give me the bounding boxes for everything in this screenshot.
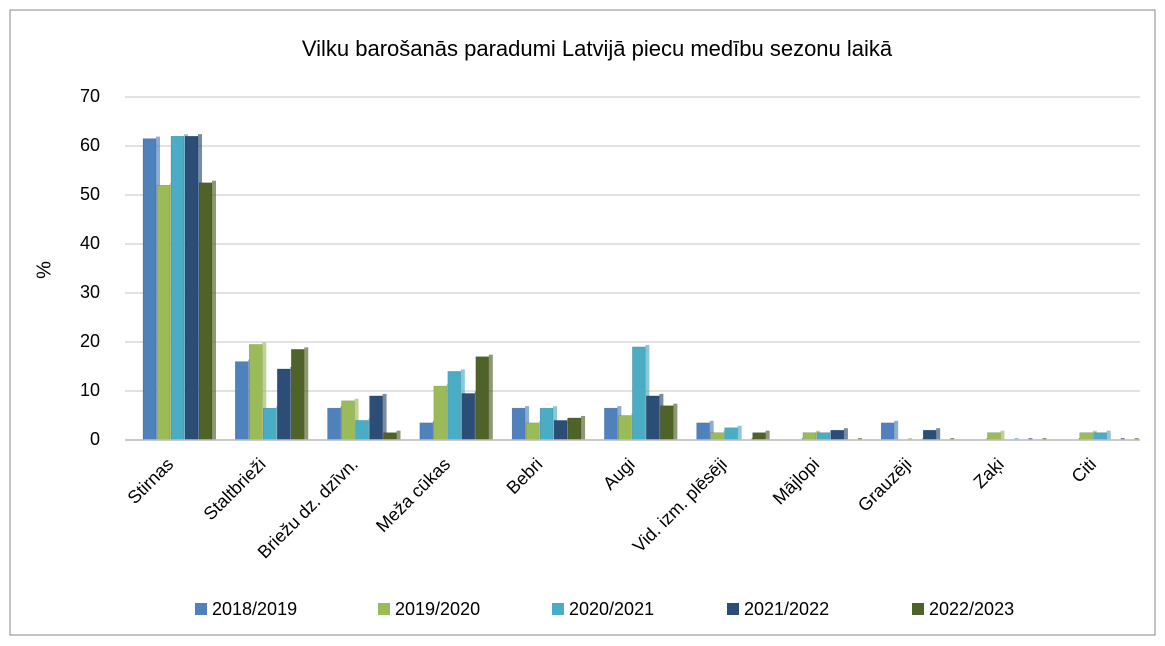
legend-swatch	[195, 603, 207, 615]
bar	[156, 184, 171, 441]
bar	[383, 432, 397, 441]
y-tick-label: 20	[80, 331, 100, 351]
y-axis-label: %	[33, 261, 55, 279]
bar	[341, 400, 355, 441]
bar	[355, 420, 369, 441]
bar-side	[843, 428, 848, 440]
y-tick-label: 60	[80, 135, 100, 155]
bar	[327, 407, 341, 441]
legend-swatch	[378, 603, 390, 615]
y-tick-label: 70	[80, 86, 100, 106]
bar	[1093, 432, 1107, 441]
y-tick-label: 0	[90, 429, 100, 449]
bar-side	[1042, 438, 1047, 440]
legend-swatch	[552, 603, 564, 615]
bar-side	[1134, 438, 1139, 440]
bar	[291, 349, 305, 441]
bar	[277, 368, 291, 441]
bar-side	[304, 347, 309, 440]
bar	[724, 427, 738, 441]
bar	[922, 429, 937, 441]
bar-side	[673, 403, 678, 440]
bar	[525, 422, 540, 441]
y-tick-label: 40	[80, 233, 100, 253]
bar-side	[396, 430, 401, 440]
chart-title: Vilku barošanās paradumi Latvijā piecu m…	[302, 36, 893, 61]
bar	[660, 405, 674, 441]
bar-side	[857, 438, 862, 440]
bar	[696, 422, 710, 441]
legend-label: 2020/2021	[569, 599, 654, 619]
bar	[170, 135, 185, 441]
bar-side	[488, 354, 493, 440]
bar	[1079, 432, 1093, 441]
bar	[710, 432, 724, 441]
legend-label: 2019/2020	[395, 599, 480, 619]
bar	[447, 371, 462, 441]
bar-side	[581, 415, 586, 440]
bar-side	[262, 342, 267, 440]
bar-side	[212, 180, 216, 440]
bar-side	[936, 428, 941, 440]
bar	[235, 361, 249, 441]
bar	[567, 417, 582, 441]
bar	[646, 395, 660, 441]
bar-side	[908, 438, 913, 440]
bar	[461, 393, 476, 441]
bar	[632, 346, 646, 441]
bar-side	[354, 398, 359, 440]
bar-side	[737, 425, 742, 440]
bar	[419, 422, 434, 441]
bar	[433, 385, 448, 441]
bar	[184, 135, 199, 441]
bar-side	[1120, 438, 1125, 440]
y-tick-label: 30	[80, 282, 100, 302]
bar	[987, 432, 1001, 441]
bar	[604, 407, 618, 441]
bar	[752, 432, 766, 441]
bar	[198, 182, 213, 441]
bar	[369, 395, 383, 441]
bar	[263, 407, 277, 441]
bar	[553, 420, 568, 441]
legend-swatch	[912, 603, 924, 615]
legend-label: 2021/2022	[744, 599, 829, 619]
bar	[830, 429, 845, 441]
bar-side	[894, 420, 899, 440]
bar	[539, 407, 554, 441]
bar-side	[1000, 430, 1005, 440]
bar-side	[709, 420, 714, 440]
bar-side	[645, 344, 650, 440]
bar-side	[1028, 438, 1033, 440]
bar	[802, 432, 817, 441]
legend-label: 2022/2023	[929, 599, 1014, 619]
legend-swatch	[727, 603, 739, 615]
bar	[475, 356, 490, 441]
bar	[816, 432, 831, 441]
bar	[880, 422, 895, 441]
bar	[511, 407, 526, 441]
bar	[249, 344, 263, 441]
bar-side	[382, 393, 387, 440]
y-tick-label: 10	[80, 380, 100, 400]
y-tick-label: 50	[80, 184, 100, 204]
legend-label: 2018/2019	[212, 599, 297, 619]
bar	[142, 138, 157, 441]
bar-side	[765, 430, 770, 440]
bar	[618, 415, 632, 441]
bar-side	[1106, 430, 1111, 440]
bar-side	[950, 438, 955, 440]
bar-side	[1014, 438, 1019, 440]
